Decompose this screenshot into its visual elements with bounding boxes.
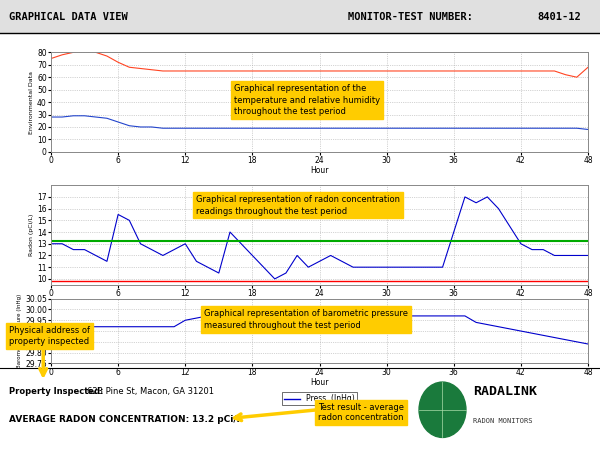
Text: Property Inspected:: Property Inspected: <box>9 387 104 396</box>
Text: AVERAGE RADON CONCENTRATION:: AVERAGE RADON CONCENTRATION: <box>9 414 189 424</box>
Legend: Temp. (F), Hum. (%): Temp. (F), Hum. (%) <box>257 186 382 199</box>
Text: GRAPHICAL DATA VIEW: GRAPHICAL DATA VIEW <box>9 12 128 22</box>
Text: Graphical representation of the
temperature and relative humidity
throughout the: Graphical representation of the temperat… <box>233 84 380 116</box>
Legend: Radon (pCi/l), Avg Radon (pCi/l), Action Level (pCi/l): Radon (pCi/l), Avg Radon (pCi/l), Action… <box>199 318 440 329</box>
Text: Physical address of
property inspected: Physical address of property inspected <box>9 326 90 346</box>
X-axis label: Hour: Hour <box>310 166 329 175</box>
Legend: Press. (InHg): Press. (InHg) <box>282 392 357 406</box>
Text: 8401-12: 8401-12 <box>537 12 581 22</box>
X-axis label: Hour: Hour <box>310 378 329 387</box>
Circle shape <box>419 382 466 438</box>
Text: Test result - average
radon concentration: Test result - average radon concentratio… <box>318 403 404 422</box>
Text: Graphical representation of barometric pressure
measured throughout the test per: Graphical representation of barometric p… <box>204 309 408 330</box>
Text: MONITOR-TEST NUMBER:: MONITOR-TEST NUMBER: <box>348 12 473 22</box>
Y-axis label: Radon (pCi/L): Radon (pCi/L) <box>29 214 34 256</box>
Text: Graphical representation of radon concentration
readings throughout the test per: Graphical representation of radon concen… <box>196 195 400 215</box>
Text: RADON MONITORS: RADON MONITORS <box>473 419 532 424</box>
Text: 623 Pine St, Macon, GA 31201: 623 Pine St, Macon, GA 31201 <box>87 387 214 396</box>
Text: 13.2 pCi/l: 13.2 pCi/l <box>192 414 240 424</box>
Text: RADALINK: RADALINK <box>473 385 537 398</box>
Y-axis label: Barometric Pressure (InHg): Barometric Pressure (InHg) <box>17 294 22 368</box>
Y-axis label: Environmental Data: Environmental Data <box>29 70 34 134</box>
X-axis label: Hour: Hour <box>310 299 329 308</box>
